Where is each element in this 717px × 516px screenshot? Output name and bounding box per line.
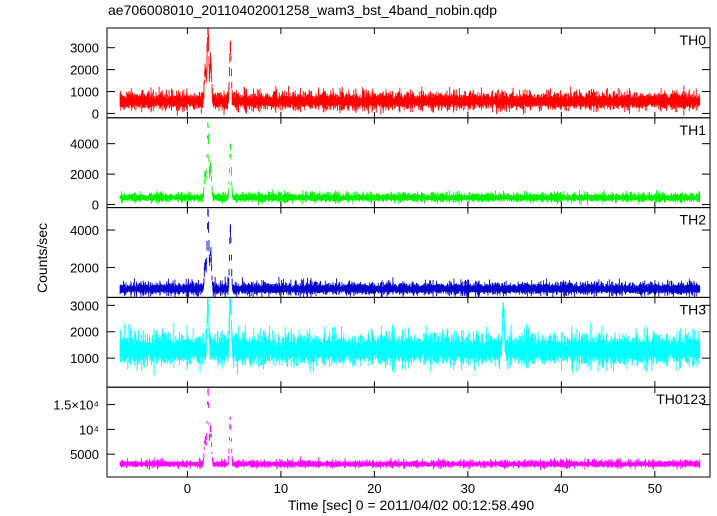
y-tick-label: 2000 xyxy=(70,260,99,275)
y-tick-label: 4000 xyxy=(70,137,99,152)
panel-name-th0: TH0 xyxy=(680,32,707,48)
series-line-th1 xyxy=(119,122,701,206)
panel-name-th3: TH3 xyxy=(680,301,707,317)
x-axis-label: Time [sec] 0 = 2011/04/02 00:12:58.490 xyxy=(287,497,535,513)
panel-th1: 0 2000 4000 TH1 xyxy=(70,117,711,213)
x-axis: 0 10 20 30 40 50 xyxy=(184,481,662,496)
y-tick-label: 5000 xyxy=(70,447,99,462)
y-tick-label: 10⁴ xyxy=(79,422,99,437)
y-tick-label: 0 xyxy=(92,198,99,213)
y-tick-label: 1.5×10⁴ xyxy=(53,398,99,413)
panel-th3: 1000 2000 3000 TH3 xyxy=(70,296,711,388)
x-tick-label: 30 xyxy=(461,481,475,496)
y-tick-label: 2000 xyxy=(70,325,99,340)
y-tick-label: 1000 xyxy=(70,351,99,366)
y-tick-label: 2000 xyxy=(70,167,99,182)
y-tick-label: 4000 xyxy=(70,223,99,238)
series-line-th0 xyxy=(119,28,701,116)
panel-name-th2: TH2 xyxy=(680,212,707,228)
panel-frame xyxy=(106,386,711,478)
x-tick-label: 50 xyxy=(648,481,662,496)
series-line-th0123 xyxy=(119,387,701,471)
panel-th2: 2000 4000 TH2 xyxy=(70,207,711,298)
x-tick-label: 10 xyxy=(274,481,288,496)
y-tick-label: 0 xyxy=(92,106,99,121)
panel-name-th1: TH1 xyxy=(680,122,707,138)
y-tick-label: 1000 xyxy=(70,85,99,100)
x-tick-label: 40 xyxy=(554,481,568,496)
x-tick-label: 0 xyxy=(184,481,191,496)
y-tick-label: 3000 xyxy=(70,298,99,313)
y-tick-label: 2000 xyxy=(70,63,99,78)
x-tick-label: 20 xyxy=(367,481,381,496)
series-line-th2 xyxy=(119,208,701,298)
y-tick-label: 3000 xyxy=(70,41,99,56)
series-line-th3 xyxy=(119,297,701,375)
panel-name-th0123: TH0123 xyxy=(656,391,706,407)
panel-th0123: 5000 10⁴ 1.5×10⁴ TH0123 xyxy=(53,386,711,478)
panels-group: 0 1000 2000 3000 TH0 0 2000 4000 TH1 2000 4000 TH2 1… xyxy=(53,27,711,478)
chart-title: ae706008010_20110402001258_wam3_bst_4ban… xyxy=(108,2,497,18)
panel-th0: 0 1000 2000 3000 TH0 xyxy=(70,27,711,121)
